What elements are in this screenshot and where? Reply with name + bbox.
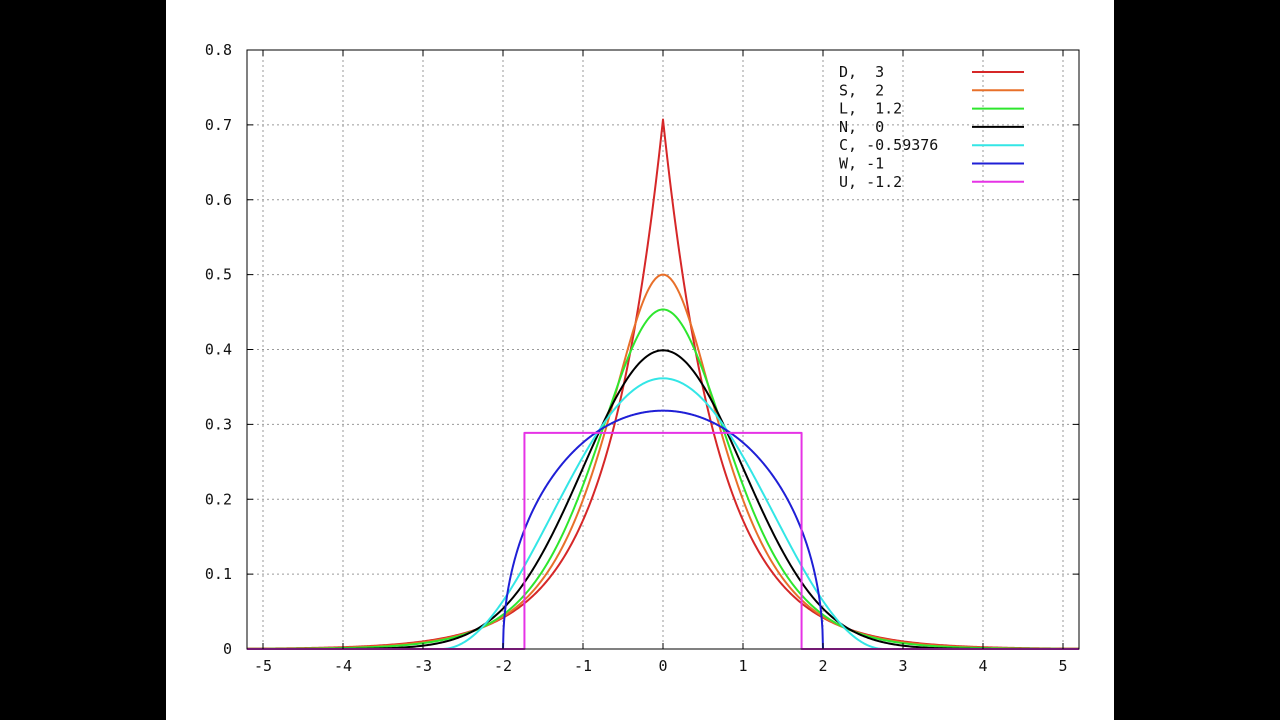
x-tick-label: -1 — [574, 657, 592, 675]
y-tick-label: 0.4 — [205, 341, 232, 359]
x-tick-label: -5 — [254, 657, 272, 675]
axis-ticks: -5 -4 -3 -2 -1 0 1 2 3 4 5 0 0.1 0.2 0.3 0.4 0.5 0.6 0.7 0.… — [205, 41, 1079, 675]
legend-label: N, 0 — [839, 118, 884, 136]
legend-label: U, -1.2 — [839, 173, 902, 191]
y-tick-label: 0.6 — [205, 191, 232, 209]
x-tick-label: -4 — [334, 657, 352, 675]
legend-label: W, -1 — [839, 155, 884, 173]
x-tick-label: -3 — [414, 657, 432, 675]
legend-label: L, 1.2 — [839, 100, 902, 118]
x-tick-label: 0 — [658, 657, 667, 675]
x-tick-label: 3 — [898, 657, 907, 675]
series-line-laplace — [246, 118, 1080, 650]
y-tick-label: 0.8 — [205, 41, 232, 59]
series-line-logistic — [247, 308, 1079, 650]
legend-label: C, -0.59376 — [839, 136, 938, 154]
series-line-semicircle — [247, 409, 1079, 650]
legend-label: D, 3 — [839, 63, 884, 81]
y-tick-label: 0.2 — [205, 490, 232, 508]
x-tick-label: 2 — [818, 657, 827, 675]
y-tick-label: 0.3 — [205, 415, 232, 433]
x-tick-label: -2 — [494, 657, 512, 675]
x-tick-label: 1 — [738, 657, 747, 675]
plot-svg: -5 -4 -3 -2 -1 0 1 2 3 4 5 0 0.1 0.2 0.3 0.4 0.5 0.6 0.7 0.… — [205, 41, 1080, 675]
chart-canvas: -5 -4 -3 -2 -1 0 1 2 3 4 5 0 0.1 0.2 0.3 0.4 0.5 0.6 0.7 0.… — [166, 0, 1114, 720]
legend-label: S, 2 — [839, 81, 884, 99]
y-tick-label: 0 — [223, 640, 232, 658]
y-tick-label: 0.1 — [205, 565, 232, 583]
x-tick-label: 4 — [978, 657, 987, 675]
x-tick-label: 5 — [1058, 657, 1067, 675]
series-curves — [246, 118, 1080, 650]
series-line-raised-cosine — [247, 377, 1079, 650]
y-tick-label: 0.7 — [205, 116, 232, 134]
y-tick-label: 0.5 — [205, 266, 232, 284]
